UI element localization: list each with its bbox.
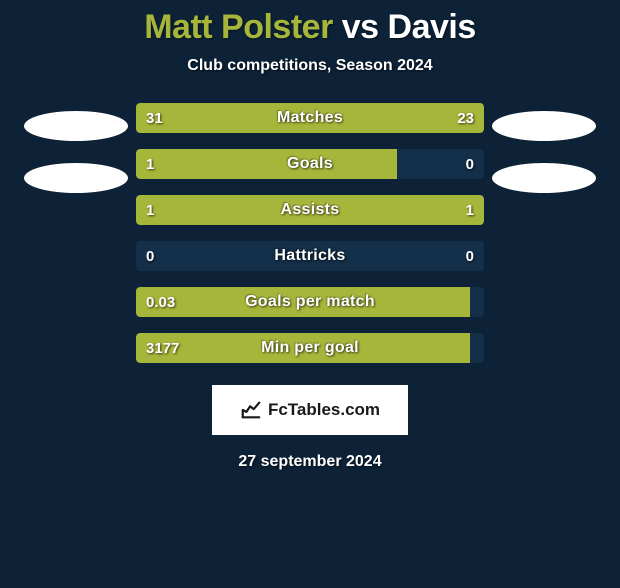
player-color-ellipse xyxy=(492,163,596,193)
stat-label: Assists xyxy=(136,195,484,225)
stat-label: Matches xyxy=(136,103,484,133)
stat-bar-row: 0.03Goals per match xyxy=(136,287,484,317)
right-player-column xyxy=(484,103,604,215)
snapshot-date: 27 september 2024 xyxy=(0,453,620,471)
stat-label: Min per goal xyxy=(136,333,484,363)
left-player-column xyxy=(16,103,136,215)
player-color-ellipse xyxy=(24,111,128,141)
stat-label: Goals xyxy=(136,149,484,179)
stat-bars-column: 3123Matches 10Goals 11Assists 00Hattricks 0.… xyxy=(136,103,484,363)
title-segment: Matt Polster xyxy=(144,8,333,46)
title-segment: vs xyxy=(333,8,388,46)
stat-bar-row: 11Assists xyxy=(136,195,484,225)
comparison-title: Matt Polster vs Davis xyxy=(0,8,620,47)
comparison-body: 3123Matches 10Goals 11Assists 00Hattricks 0.… xyxy=(0,103,620,363)
title-segment: Davis xyxy=(388,8,476,46)
player-color-ellipse xyxy=(492,111,596,141)
logo-text: FcTables.com xyxy=(268,400,380,420)
comparison-subtitle: Club competitions, Season 2024 xyxy=(0,57,620,75)
player-color-ellipse xyxy=(24,163,128,193)
stat-bar-row: 3123Matches xyxy=(136,103,484,133)
stat-bar-row: 3177Min per goal xyxy=(136,333,484,363)
stat-label: Hattricks xyxy=(136,241,484,271)
stat-bar-row: 10Goals xyxy=(136,149,484,179)
fctables-icon xyxy=(240,399,262,421)
stat-bar-row: 00Hattricks xyxy=(136,241,484,271)
stat-label: Goals per match xyxy=(136,287,484,317)
source-logo: FcTables.com xyxy=(212,385,408,435)
